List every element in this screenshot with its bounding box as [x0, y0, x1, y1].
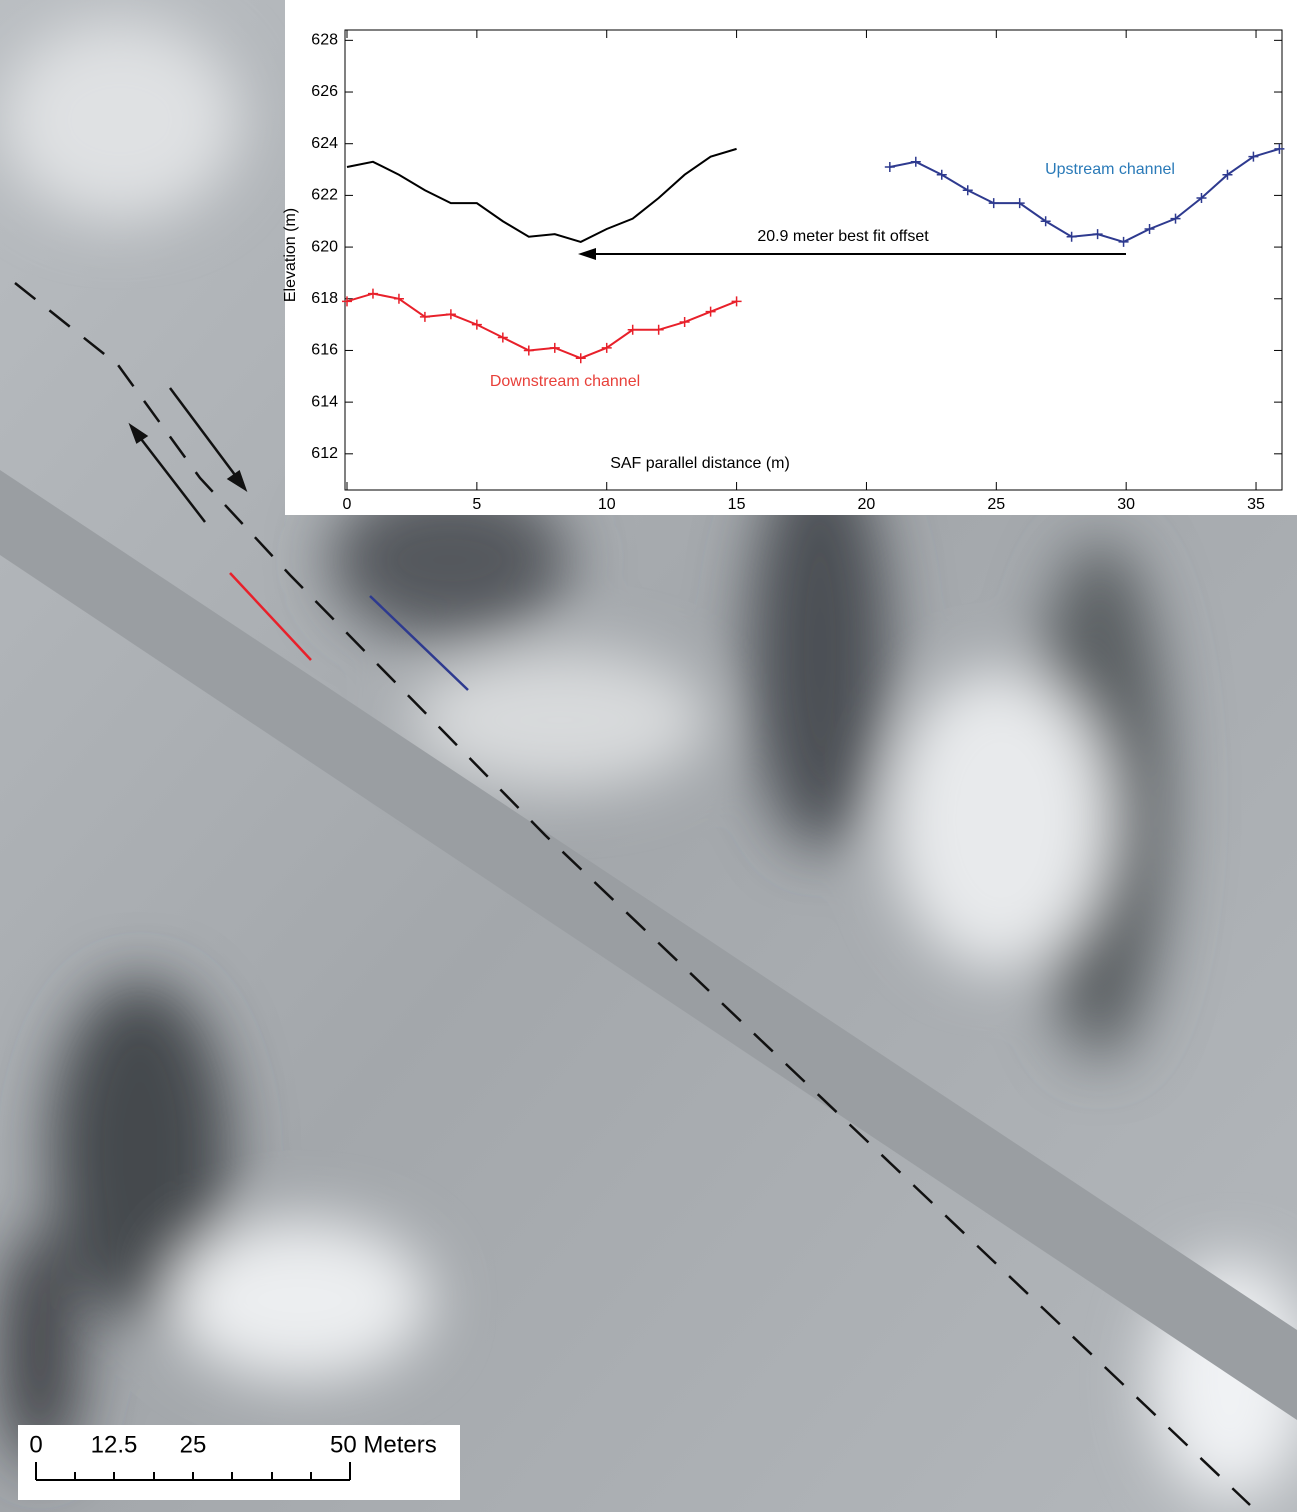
series-label: Downstream channel: [490, 373, 640, 390]
y-tick-label: 612: [311, 445, 338, 462]
y-tick-label: 622: [311, 187, 338, 204]
annotation: 20.9 meter best fit offset: [757, 228, 929, 245]
x-tick-label: 0: [343, 496, 352, 513]
x-tick-label: 10: [598, 496, 616, 513]
x-tick-label: 35: [1247, 496, 1265, 513]
x-tick-label: 15: [728, 496, 746, 513]
y-tick-label: 618: [311, 290, 338, 307]
scale-label: 25: [180, 1431, 207, 1458]
page: 0 12.5 25 50 Meters Elevation (m) SAF pa…: [0, 0, 1297, 1512]
y-tick-label: 616: [311, 342, 338, 359]
y-tick-label: 614: [311, 393, 338, 410]
y-tick-label: 628: [311, 32, 338, 49]
x-tick-label: 20: [858, 496, 876, 513]
profile-chart: Elevation (m) SAF parallel distance (m) …: [282, 0, 1297, 515]
scale-label: 0: [29, 1431, 42, 1458]
y-tick-label: 620: [311, 238, 338, 255]
x-tick-label: 30: [1117, 496, 1135, 513]
y-axis-label: Elevation (m): [282, 208, 299, 302]
x-tick-label: 25: [987, 496, 1005, 513]
series-label: Upstream channel: [1045, 161, 1175, 178]
scale-bar: 0 12.5 25 50 Meters: [18, 1425, 460, 1500]
scale-label: 12.5: [91, 1431, 138, 1458]
x-axis-label: SAF parallel distance (m): [610, 455, 790, 472]
y-tick-label: 624: [311, 135, 338, 152]
x-tick-label: 5: [472, 496, 481, 513]
scale-label: 50 Meters: [330, 1431, 437, 1458]
y-tick-label: 626: [311, 83, 338, 100]
